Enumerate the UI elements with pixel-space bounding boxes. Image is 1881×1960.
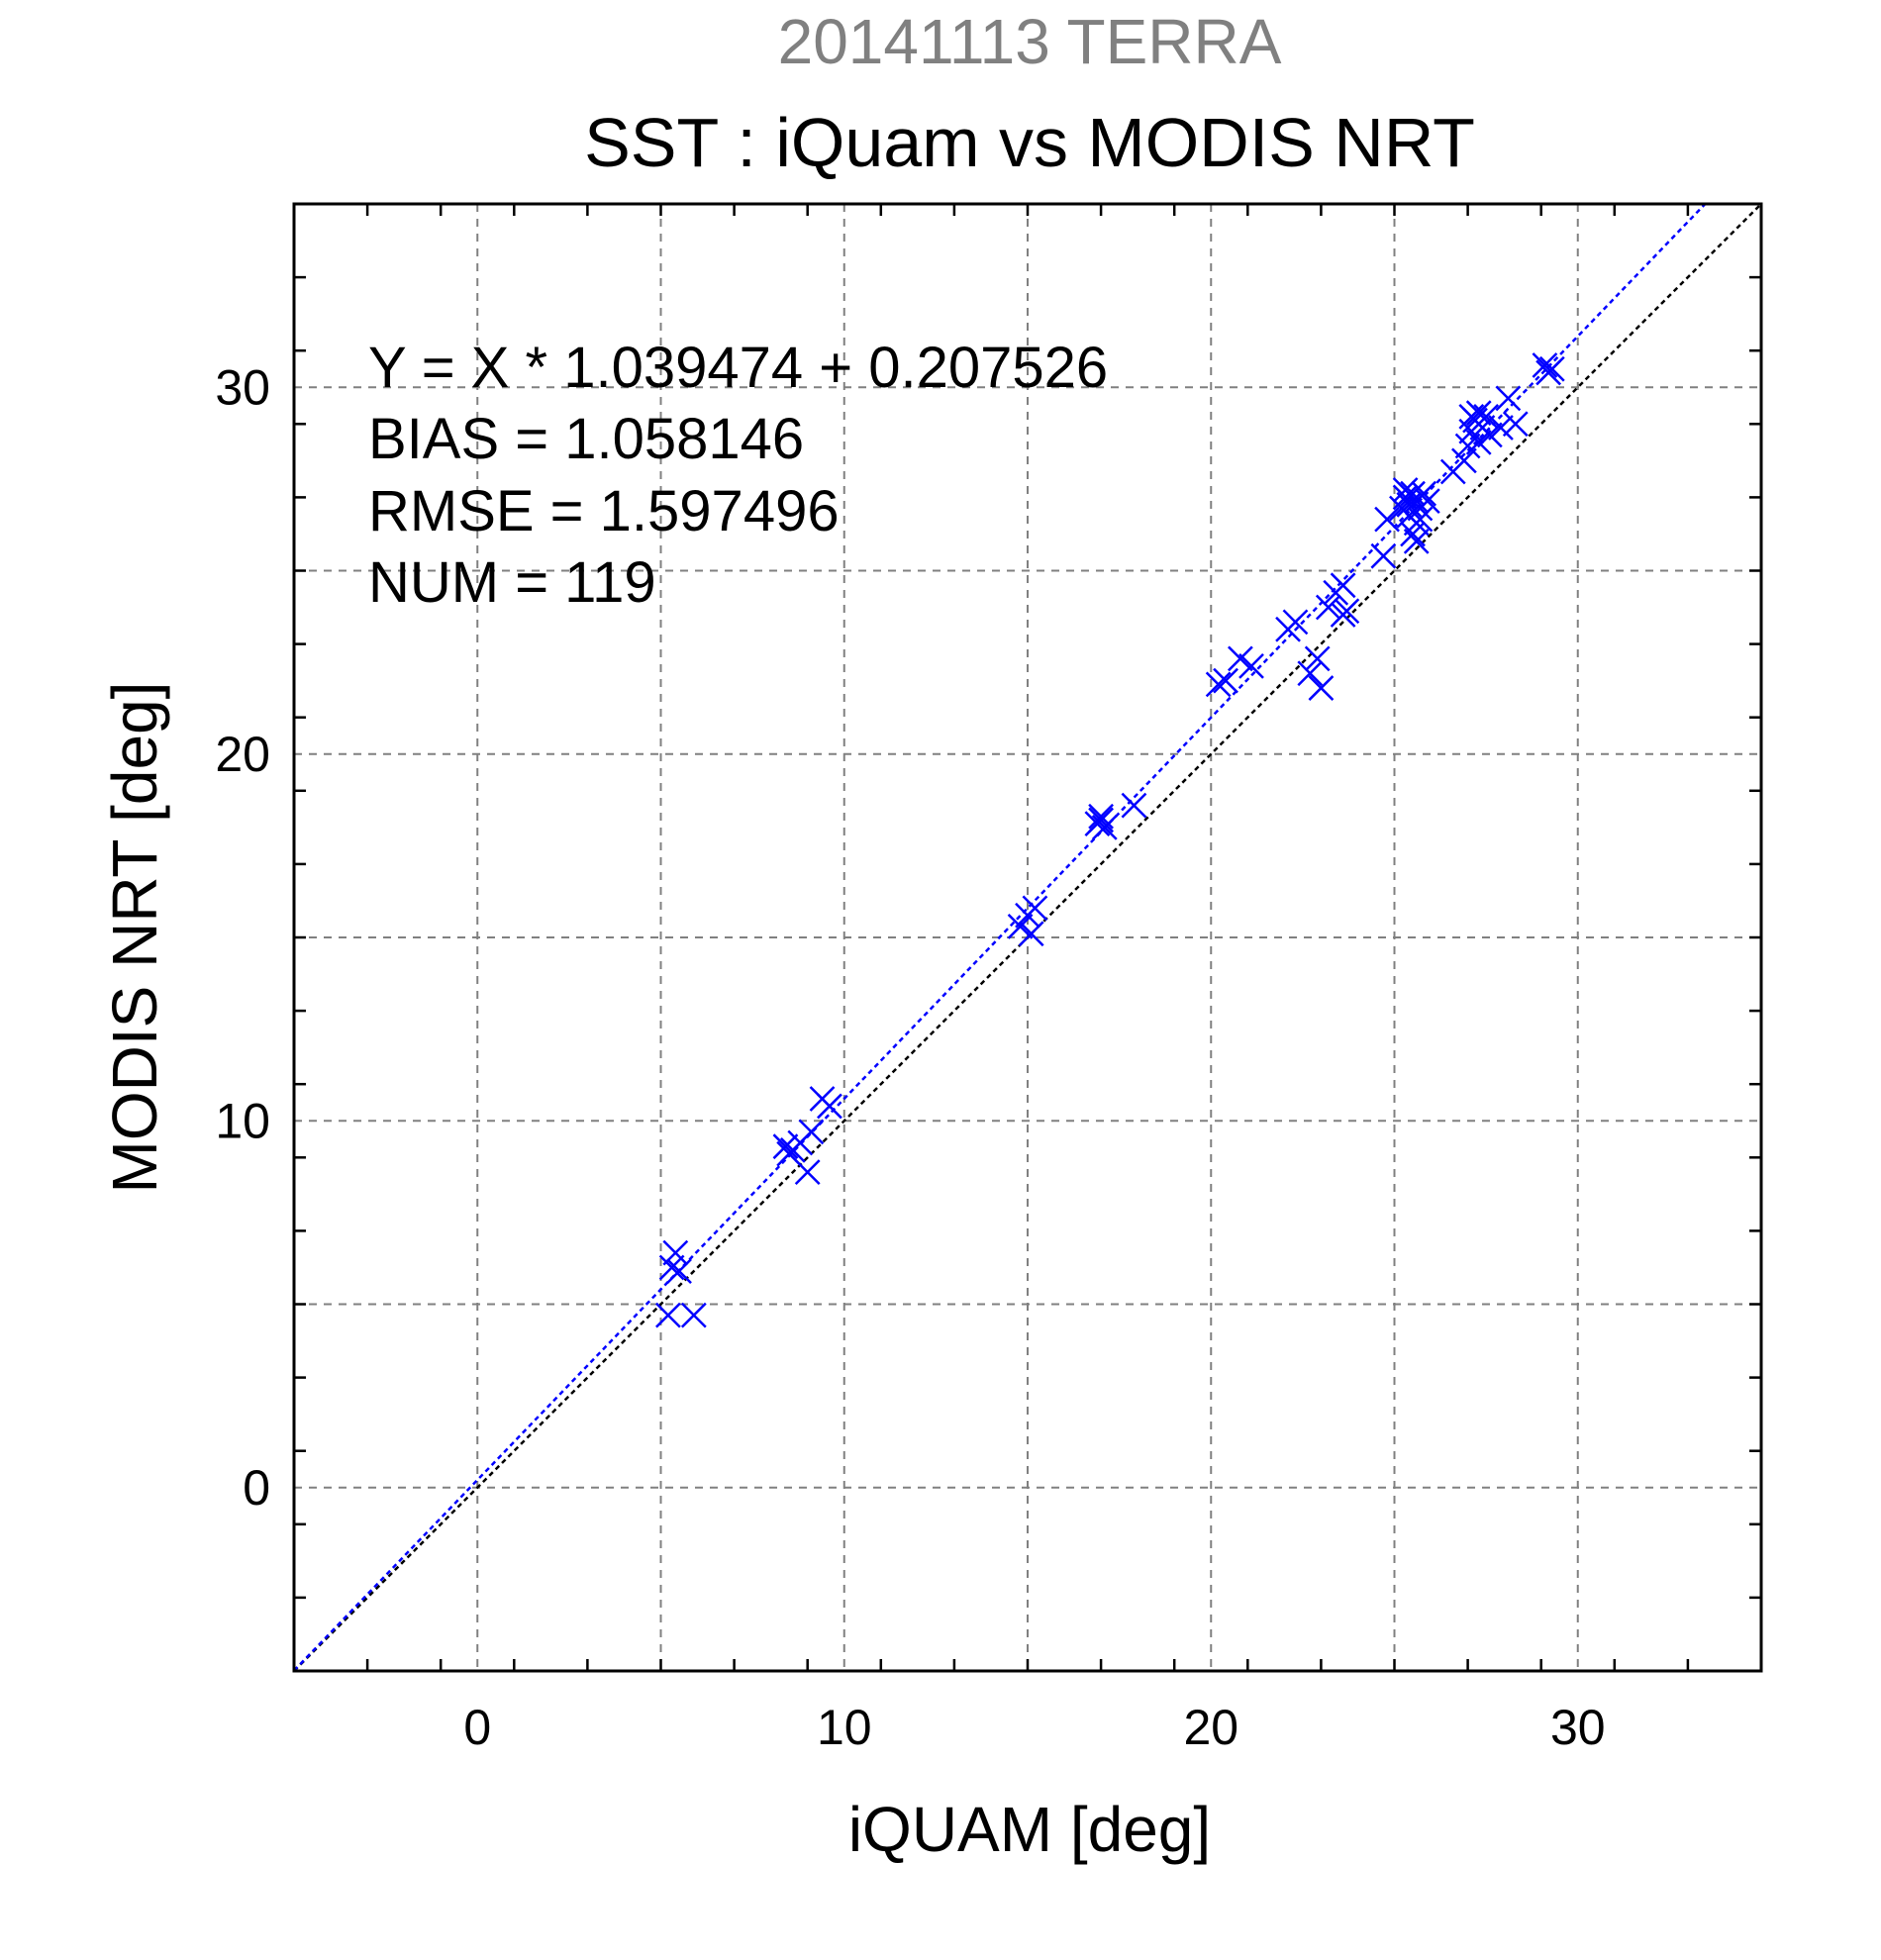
data-point: [1411, 480, 1437, 507]
rmse-text: RMSE = 1.597496: [368, 479, 840, 543]
y-axis-label: MODIS NRT [deg]: [99, 682, 170, 1194]
x-tick-label: 10: [817, 1700, 872, 1755]
y-tick-label: 30: [215, 359, 270, 415]
data-point: [772, 1133, 799, 1160]
data-point: [1465, 400, 1492, 427]
data-point: [1400, 521, 1426, 547]
data-point: [1088, 803, 1114, 830]
data-point: [1015, 902, 1040, 929]
grid-lines: [294, 204, 1761, 1671]
data-point: [1304, 645, 1331, 672]
data-point: [1532, 352, 1558, 378]
data-point: [1018, 921, 1044, 947]
data-point: [1465, 429, 1492, 455]
data-point: [1007, 914, 1034, 939]
data-point: [1502, 411, 1529, 438]
data-point: [1282, 609, 1309, 636]
data-point: [1400, 480, 1426, 507]
data-point: [1414, 488, 1440, 514]
y-tick-label: 0: [243, 1460, 270, 1516]
data-point: [666, 1258, 692, 1285]
data-point: [1392, 477, 1419, 503]
data-point: [794, 1159, 821, 1186]
data-point: [1297, 660, 1324, 687]
stats-annotation: Y = X * 1.039474 + 0.207526 BIAS = 1.058…: [368, 336, 1108, 615]
data-point: [798, 1119, 825, 1145]
fit-equation-text: Y = X * 1.039474 + 0.207526: [368, 336, 1108, 400]
data-point: [1308, 675, 1335, 701]
chart-supertitle: 20141113 TERRA: [778, 6, 1282, 77]
x-tick-label: 30: [1550, 1700, 1606, 1755]
data-point: [658, 1254, 685, 1281]
data-point: [1451, 447, 1477, 474]
data-point: [1538, 355, 1565, 382]
data-point: [1238, 652, 1264, 679]
data-point: [1488, 415, 1514, 441]
data-point: [662, 1239, 689, 1266]
plot-area: [292, 202, 1763, 1673]
x-tick-label: 20: [1183, 1700, 1238, 1755]
data-point: [1334, 598, 1360, 625]
data-point: [1407, 506, 1434, 533]
num-text: NUM = 119: [368, 550, 656, 615]
data-point: [817, 1093, 842, 1120]
data-point: [1121, 792, 1147, 819]
chart-title: SST : iQuam vs MODIS NRT: [584, 104, 1475, 181]
y-tick-label: 20: [215, 727, 270, 782]
data-point: [1458, 404, 1485, 430]
data-point: [1213, 667, 1238, 694]
bias-text: BIAS = 1.058146: [368, 407, 804, 471]
y-tick-label: 10: [215, 1093, 270, 1148]
data-point: [1403, 528, 1430, 554]
axis-ticks: [292, 202, 1763, 1673]
data-point: [1088, 807, 1114, 833]
data-point: [1205, 671, 1232, 698]
x-tick-label: 0: [463, 1700, 491, 1755]
data-point: [680, 1302, 707, 1328]
x-tick-labels: 0 10 20 30: [463, 1700, 1605, 1755]
data-point: [1495, 385, 1522, 412]
data-point: [1374, 506, 1400, 533]
data-point: [1330, 572, 1356, 599]
data-point: [655, 1302, 681, 1328]
y-tick-labels: 0 10 20 30: [215, 359, 270, 1516]
data-point: [1228, 645, 1253, 672]
data-points: [655, 352, 1565, 1328]
x-axis-label: iQUAM [deg]: [848, 1794, 1211, 1865]
data-point: [1370, 542, 1397, 569]
